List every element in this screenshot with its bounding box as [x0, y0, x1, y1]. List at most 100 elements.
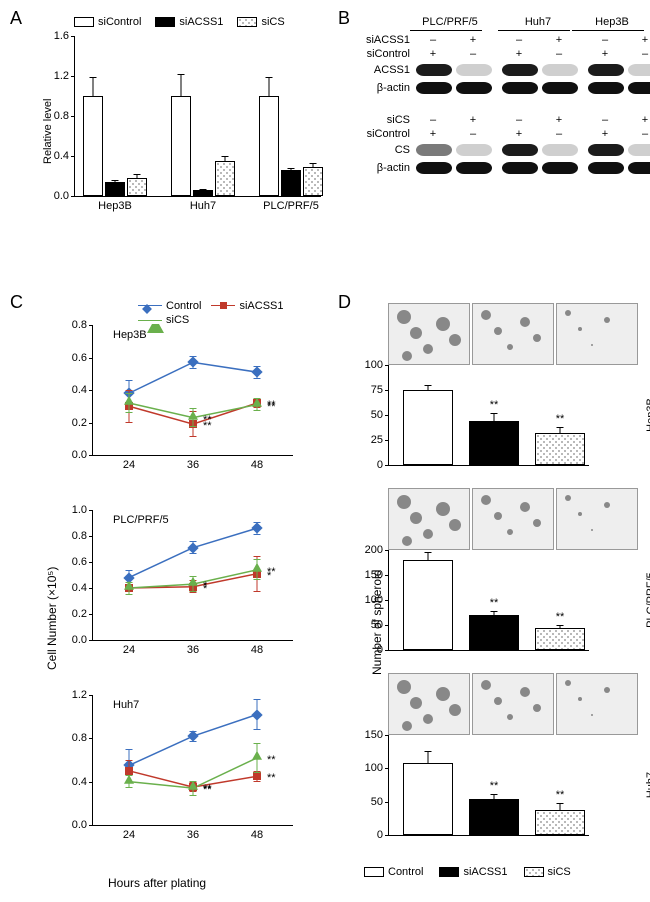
- panel-b-pm: –: [630, 128, 650, 140]
- panel-b-pm: –: [590, 114, 620, 126]
- panel-d-ytick-label: 150: [365, 569, 389, 581]
- panel-d-microscopy: [472, 303, 554, 365]
- panel-b-pm: +: [630, 34, 650, 46]
- panel-c-ytick-label: 0.6: [72, 556, 93, 568]
- panel-b-band: [502, 82, 538, 94]
- panel-c-xtick-label: 48: [251, 825, 263, 841]
- panel-b-pm: –: [504, 114, 534, 126]
- panel-c-xtick-label: 24: [123, 640, 135, 656]
- panel-b-band: [456, 82, 492, 94]
- panel-letter-b: B: [338, 8, 350, 29]
- panel-a-bar: [215, 161, 235, 196]
- legend-label: siCS: [261, 16, 284, 28]
- panel-d-ytick-label: 50: [371, 619, 389, 631]
- panel-d-bar: **: [469, 799, 519, 835]
- panel-d-subtitle: PLC/PRF/5: [645, 560, 650, 640]
- panel-c-marker: [253, 772, 261, 780]
- panel-c-xtick-label: 24: [123, 455, 135, 471]
- panel-c-xtick-label: 24: [123, 825, 135, 841]
- panel-d-subtitle: Hep3B: [645, 375, 650, 455]
- panel-a-xtick-label: PLC/PRF/5: [263, 196, 319, 212]
- panel-d-microscopy: [472, 488, 554, 550]
- panel-c-marker: [188, 781, 198, 790]
- panel-c-marker: [124, 581, 134, 590]
- panel-b-row-label: siACSS1: [366, 34, 410, 46]
- panel-c-marker: [188, 410, 198, 419]
- panel-b-pm: –: [458, 128, 488, 140]
- panel-c-ytick-label: 0.0: [72, 819, 93, 831]
- panel-c-xtick-label: 48: [251, 640, 263, 656]
- legend-label: siACSS1: [463, 866, 507, 878]
- panel-b-pm: +: [504, 48, 534, 60]
- panel-b-band: [628, 144, 650, 156]
- panel-a-ytick-label: 0.4: [54, 150, 75, 162]
- panel-b-row-label: β-actin: [377, 162, 410, 174]
- panel-a-ytick-label: 0.8: [54, 110, 75, 122]
- panel-c-ytick-label: 0.2: [72, 417, 93, 429]
- figure: A B C D siControlsiACSS1siCS Relative le…: [8, 8, 642, 894]
- panel-b-band: [416, 64, 452, 76]
- panel-a-legend: siControlsiACSS1siCS: [74, 16, 295, 28]
- panel-d-ytick-label: 0: [377, 459, 389, 471]
- panel-d-ytick-label: 25: [371, 434, 389, 446]
- panel-d-ytick-label: 100: [365, 359, 389, 371]
- panel-a-ytick-label: 0.0: [54, 190, 75, 202]
- panel-b-pm: +: [458, 114, 488, 126]
- panel-b-band: [502, 144, 538, 156]
- panel-d-bar: **: [535, 433, 585, 465]
- panel-c-marker: [252, 397, 262, 406]
- panel-c-plot: PLC/PRF/50.00.20.40.60.81.0243648*****: [92, 510, 293, 641]
- panel-d-ytick-label: 200: [365, 544, 389, 556]
- panel-d-ytick-label: 50: [371, 796, 389, 808]
- panel-b-band: [588, 64, 624, 76]
- legend-label: siCS: [548, 866, 571, 878]
- panel-a-plot: 0.00.40.81.21.6Hep3BHuh7PLC/PRF/5: [74, 36, 321, 197]
- panel-a-ylabel: Relative level: [42, 64, 54, 164]
- panel-a-legend-item: siCS: [237, 16, 284, 28]
- legend-swatch: [364, 867, 384, 877]
- panel-c-sig: **: [267, 566, 276, 578]
- panel-b-header: Huh7: [498, 16, 578, 28]
- panel-d-plot: 050100150200****PLC/PRF/5: [388, 550, 589, 651]
- panel-c-sig: **: [203, 414, 212, 426]
- panel-b-pm: –: [544, 128, 574, 140]
- panel-a-ytick-label: 1.2: [54, 70, 75, 82]
- panel-b-band: [628, 162, 650, 174]
- panel-c-plot: Huh70.00.40.81.2243648********: [92, 695, 293, 826]
- panel-b-pm: –: [590, 34, 620, 46]
- panel-a-bar: [303, 167, 323, 196]
- panel-c-ytick-label: 1.2: [72, 689, 93, 701]
- panel-b-band: [588, 144, 624, 156]
- panel-c-ytick-label: 0.4: [72, 384, 93, 396]
- panel-b-pm: +: [590, 48, 620, 60]
- panel-b-band: [416, 144, 452, 156]
- panel-c-legend-item: Control: [138, 300, 201, 312]
- panel-c-marker: [252, 563, 262, 572]
- panel-b-pm: +: [458, 34, 488, 46]
- panel-c-xtick-label: 36: [187, 640, 199, 656]
- panel-c-sig: **: [267, 401, 276, 413]
- panel-b-pm: +: [544, 34, 574, 46]
- legend-swatch: [237, 17, 257, 27]
- panel-d-ytick-label: 0: [377, 829, 389, 841]
- panel-d-plot: 050100150****Huh7: [388, 735, 589, 836]
- panel-b-band: [628, 82, 650, 94]
- panel-c-xtick-label: 36: [187, 825, 199, 841]
- panel-a-ytick-label: 1.6: [54, 30, 75, 42]
- panel-d-sig: **: [556, 414, 565, 425]
- panel-c-sig: *: [203, 580, 207, 592]
- panel-a-bar: [281, 170, 301, 196]
- panel-c-xtick-label: 36: [187, 455, 199, 471]
- panel-a-bar: [259, 96, 279, 196]
- panel-d-microscopy: [472, 673, 554, 735]
- panel-b-band: [542, 162, 578, 174]
- panel-c-ytick-label: 0.4: [72, 582, 93, 594]
- legend-swatch: [439, 867, 459, 877]
- panel-b-band: [502, 162, 538, 174]
- panel-d-ytick-label: 75: [371, 384, 389, 396]
- panel-b-row-label: ACSS1: [374, 64, 410, 76]
- panel-b-band: [502, 64, 538, 76]
- panel-d-microscopy: [388, 303, 470, 365]
- panel-b-westernblot: PLC/PRF/5Huh7Hep3BsiACSS1–+–+–+siControl…: [358, 8, 642, 268]
- panel-c-legend: ControlsiACSS1siCS: [138, 297, 318, 326]
